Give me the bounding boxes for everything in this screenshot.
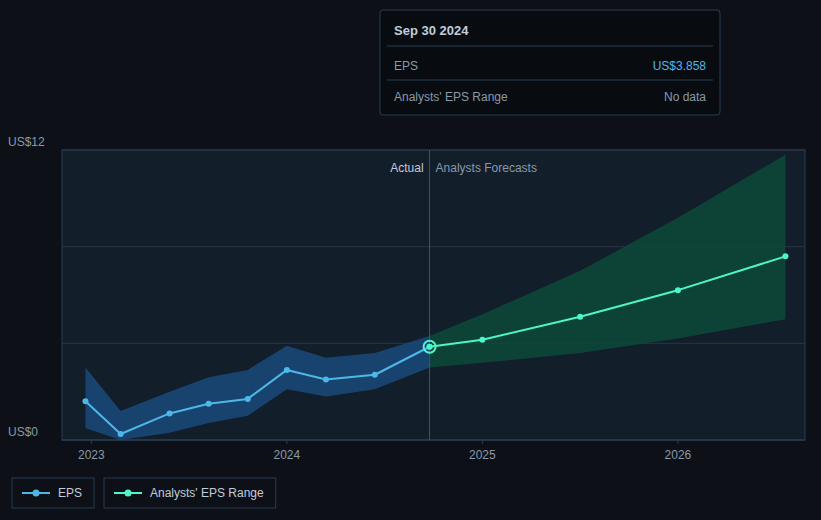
eps-line bbox=[430, 256, 786, 346]
legend-swatch-marker bbox=[33, 490, 40, 497]
tooltip-box bbox=[380, 10, 720, 115]
plot-frame bbox=[62, 150, 805, 440]
section-label: Analysts Forecasts bbox=[436, 161, 537, 175]
page-background bbox=[0, 0, 821, 520]
legend-label: Analysts' EPS Range bbox=[150, 486, 264, 500]
eps-point bbox=[82, 398, 88, 404]
eps-point bbox=[323, 377, 329, 383]
highlight-ring bbox=[424, 341, 436, 353]
tooltip-value: No data bbox=[664, 90, 706, 104]
tooltip: Sep 30 2024 EPS US$3.858 Analysts' EPS Rang… bbox=[380, 10, 720, 115]
legend-label: EPS bbox=[58, 486, 82, 500]
y-tick-label: US$0 bbox=[8, 425, 38, 439]
eps-point bbox=[479, 337, 485, 343]
eps-point bbox=[372, 372, 378, 378]
legend-swatch-marker bbox=[125, 490, 132, 497]
range-band bbox=[430, 155, 786, 368]
eps-point bbox=[427, 344, 433, 350]
x-tick bbox=[677, 440, 678, 444]
divider-line bbox=[429, 150, 430, 440]
eps-point bbox=[284, 367, 290, 373]
grid-line bbox=[62, 440, 805, 441]
eps-point bbox=[167, 410, 173, 416]
x-axis-line bbox=[62, 440, 805, 441]
eps-point bbox=[577, 314, 583, 320]
tooltip-value: US$3.858 bbox=[653, 59, 707, 73]
x-tick bbox=[482, 440, 483, 444]
eps-point bbox=[206, 401, 212, 407]
eps-point bbox=[118, 431, 124, 437]
y-tick-label: US$12 bbox=[8, 135, 45, 149]
legend-box bbox=[12, 478, 94, 508]
tooltip-label: EPS bbox=[394, 59, 418, 73]
eps-line bbox=[85, 347, 429, 434]
x-tick-label: 2025 bbox=[469, 448, 496, 462]
legend: EPS Analysts' EPS Range bbox=[12, 478, 276, 508]
x-tick-label: 2026 bbox=[665, 448, 692, 462]
x-tick bbox=[91, 440, 92, 444]
range-band bbox=[85, 336, 429, 440]
tooltip-separator bbox=[387, 80, 713, 81]
eps-point bbox=[245, 396, 251, 402]
tooltip-separator bbox=[387, 46, 713, 47]
eps-point bbox=[782, 253, 788, 259]
legend-box bbox=[104, 478, 276, 508]
tooltip-title: Sep 30 2024 bbox=[394, 23, 469, 38]
eps-point bbox=[675, 287, 681, 293]
x-tick-label: 2024 bbox=[274, 448, 301, 462]
eps-point bbox=[427, 344, 433, 350]
section-label: Actual bbox=[390, 161, 423, 175]
tooltip-label: Analysts' EPS Range bbox=[394, 90, 508, 104]
plot-background bbox=[62, 150, 805, 440]
x-tick bbox=[286, 440, 287, 444]
x-tick-label: 2023 bbox=[78, 448, 105, 462]
plot-area bbox=[82, 150, 788, 440]
